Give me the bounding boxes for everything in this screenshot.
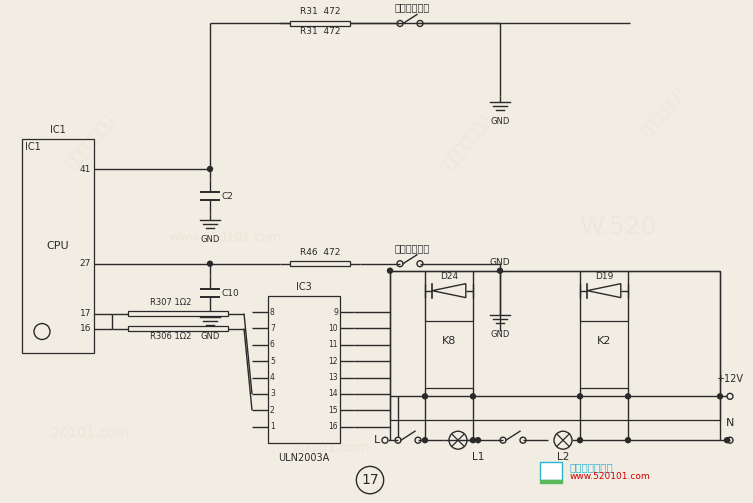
Text: ULN2003A: ULN2003A bbox=[279, 453, 330, 463]
Circle shape bbox=[422, 394, 428, 399]
Bar bbox=[540, 462, 562, 480]
Text: 13: 13 bbox=[328, 373, 338, 382]
Text: 6: 6 bbox=[270, 341, 275, 349]
Polygon shape bbox=[587, 284, 620, 298]
Text: IC1: IC1 bbox=[50, 125, 66, 135]
Text: R306 1Ω2: R306 1Ω2 bbox=[150, 331, 191, 341]
Text: C10: C10 bbox=[222, 289, 239, 298]
Text: 11: 11 bbox=[328, 341, 338, 349]
Text: K8: K8 bbox=[442, 336, 456, 346]
Text: 7: 7 bbox=[270, 324, 275, 333]
Text: 10: 10 bbox=[328, 324, 338, 333]
Bar bbox=[290, 21, 350, 26]
Text: GND: GND bbox=[200, 235, 220, 244]
Text: 2: 2 bbox=[270, 406, 275, 415]
Text: 冷冻室门开关: 冷冻室门开关 bbox=[395, 243, 430, 253]
Circle shape bbox=[471, 394, 475, 399]
Text: 16: 16 bbox=[328, 423, 338, 431]
Text: +12V: +12V bbox=[717, 374, 743, 384]
Text: IC3: IC3 bbox=[296, 282, 312, 292]
Text: www.520101.com: www.520101.com bbox=[570, 472, 651, 480]
Text: 3: 3 bbox=[270, 389, 275, 398]
Text: GND: GND bbox=[490, 329, 510, 339]
Text: L1: L1 bbox=[472, 452, 484, 462]
Circle shape bbox=[422, 438, 428, 443]
Text: CPU: CPU bbox=[47, 241, 69, 252]
Circle shape bbox=[578, 394, 583, 399]
Text: 8: 8 bbox=[270, 307, 275, 316]
Text: 20101.com: 20101.com bbox=[292, 441, 370, 455]
Bar bbox=[128, 311, 228, 316]
Text: R31  472: R31 472 bbox=[300, 27, 340, 36]
Bar bbox=[290, 261, 350, 266]
Text: 冷藏室门开关: 冷藏室门开关 bbox=[395, 3, 430, 13]
Text: L2: L2 bbox=[556, 452, 569, 462]
Text: GND: GND bbox=[200, 331, 220, 341]
Circle shape bbox=[208, 166, 212, 172]
Text: R307 1Ω2: R307 1Ω2 bbox=[150, 298, 191, 307]
Text: K2: K2 bbox=[597, 336, 611, 346]
Text: R31  472: R31 472 bbox=[300, 8, 340, 17]
Bar bbox=[128, 326, 228, 331]
Text: GND: GND bbox=[490, 117, 510, 126]
Circle shape bbox=[724, 438, 730, 443]
Circle shape bbox=[626, 438, 630, 443]
Text: 5: 5 bbox=[270, 357, 275, 366]
Text: D24: D24 bbox=[440, 272, 458, 281]
Text: 9: 9 bbox=[333, 307, 338, 316]
Bar bbox=[425, 320, 473, 388]
Text: 17: 17 bbox=[361, 473, 379, 487]
Circle shape bbox=[578, 438, 583, 443]
Text: R46  472: R46 472 bbox=[300, 248, 340, 257]
Text: 27: 27 bbox=[80, 259, 91, 268]
Circle shape bbox=[208, 261, 212, 266]
Bar bbox=[22, 139, 94, 354]
Text: N: N bbox=[726, 418, 734, 428]
Circle shape bbox=[718, 394, 722, 399]
Text: C2: C2 bbox=[222, 192, 234, 201]
Bar bbox=[540, 480, 562, 483]
Text: 16: 16 bbox=[80, 324, 91, 333]
Text: 14: 14 bbox=[328, 389, 338, 398]
Text: W.520: W.520 bbox=[579, 215, 656, 239]
Circle shape bbox=[475, 438, 480, 443]
Text: 15: 15 bbox=[328, 406, 338, 415]
Text: 4: 4 bbox=[270, 373, 275, 382]
Text: www.520101.com: www.520101.com bbox=[170, 231, 282, 244]
Text: 12: 12 bbox=[328, 357, 338, 366]
Text: IC1: IC1 bbox=[25, 142, 41, 152]
Circle shape bbox=[388, 268, 392, 273]
Text: 20101.com: 20101.com bbox=[51, 426, 130, 440]
Text: 家电维修资料网: 家电维修资料网 bbox=[570, 462, 614, 472]
Circle shape bbox=[626, 394, 630, 399]
Circle shape bbox=[498, 268, 502, 273]
Text: 家电维修资料网: 家电维修资料网 bbox=[639, 85, 687, 139]
Bar bbox=[268, 296, 340, 443]
Text: 1: 1 bbox=[270, 423, 275, 431]
Text: GND: GND bbox=[489, 258, 511, 267]
Bar bbox=[580, 320, 628, 388]
Text: D19: D19 bbox=[595, 272, 613, 281]
Polygon shape bbox=[432, 284, 466, 298]
Text: 家电维修资料网: 家电维修资料网 bbox=[441, 113, 493, 171]
Text: 41: 41 bbox=[80, 164, 91, 174]
Text: 家电维修资料网: 家电维修资料网 bbox=[64, 113, 117, 171]
Text: 17: 17 bbox=[80, 309, 91, 318]
Text: L: L bbox=[373, 435, 380, 445]
Bar bbox=[390, 271, 720, 420]
Circle shape bbox=[471, 438, 475, 443]
